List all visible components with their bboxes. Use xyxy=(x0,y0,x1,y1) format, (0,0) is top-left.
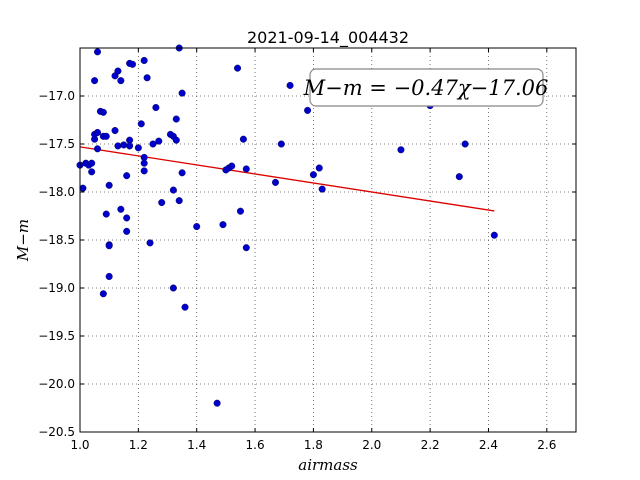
data-point xyxy=(172,115,180,123)
data-point xyxy=(455,173,463,181)
x-axis-label: airmass xyxy=(298,456,358,474)
data-point xyxy=(172,136,180,144)
data-point xyxy=(152,104,160,112)
data-point xyxy=(234,64,242,72)
data-point xyxy=(304,106,312,114)
data-point xyxy=(91,77,99,85)
data-point xyxy=(88,159,96,167)
data-point xyxy=(228,162,236,170)
data-point xyxy=(271,178,279,186)
data-point xyxy=(117,205,125,213)
data-point xyxy=(105,242,113,250)
data-point xyxy=(178,89,186,97)
data-point xyxy=(88,168,96,176)
data-point xyxy=(219,221,227,229)
data-point xyxy=(181,303,189,311)
annotation-frame xyxy=(309,68,544,107)
data-point xyxy=(143,74,151,82)
data-point xyxy=(236,207,244,215)
data-point xyxy=(397,146,405,154)
data-point xyxy=(309,171,317,179)
data-point xyxy=(99,108,107,116)
data-point xyxy=(169,186,177,194)
data-point xyxy=(79,184,87,192)
data-point xyxy=(175,197,183,205)
data-point xyxy=(94,145,102,153)
y-tick-label: −18.5 xyxy=(38,233,75,247)
data-point xyxy=(129,60,137,68)
y-tick-label: −18.0 xyxy=(38,185,75,199)
data-point xyxy=(140,56,148,64)
grid-lines xyxy=(80,48,576,432)
data-point xyxy=(318,185,326,193)
x-tick-label: 1.8 xyxy=(304,438,323,452)
data-point xyxy=(239,135,247,143)
x-tick-label: 2.2 xyxy=(421,438,440,452)
chart-title: 2021-09-14_004432 xyxy=(247,28,409,48)
data-point xyxy=(461,140,469,148)
y-tick-label: −20.5 xyxy=(38,425,75,439)
data-point xyxy=(120,141,128,149)
data-point xyxy=(149,140,157,148)
data-point xyxy=(94,48,102,56)
data-point xyxy=(111,127,119,135)
data-point xyxy=(99,290,107,298)
data-point xyxy=(315,164,323,172)
data-point xyxy=(286,81,294,89)
y-tick-label: −17.0 xyxy=(38,89,75,103)
data-point xyxy=(126,142,134,150)
data-point xyxy=(94,128,102,136)
x-tick-label: 1.4 xyxy=(187,438,206,452)
x-tick-label: 1.0 xyxy=(70,438,89,452)
data-point xyxy=(277,140,285,148)
data-point xyxy=(114,142,122,150)
data-point xyxy=(169,284,177,292)
data-point xyxy=(123,227,131,235)
x-tick-label: 2.6 xyxy=(537,438,556,452)
data-point xyxy=(178,169,186,177)
data-point xyxy=(102,132,110,140)
fit-equation-label: M−m = −0.47χ−17.06 xyxy=(303,76,549,100)
data-point xyxy=(155,137,163,145)
data-point xyxy=(146,239,154,247)
x-tick-label: 1.2 xyxy=(129,438,148,452)
data-point xyxy=(117,77,125,85)
data-point xyxy=(242,165,250,173)
y-axis-label: M−m xyxy=(14,219,32,262)
y-tick-label: −20.0 xyxy=(38,377,75,391)
x-tick-label: 2.4 xyxy=(479,438,498,452)
y-tick-label: −19.5 xyxy=(38,329,75,343)
data-points xyxy=(76,44,498,407)
data-point xyxy=(140,159,148,167)
data-point xyxy=(490,231,498,239)
data-point xyxy=(114,67,122,75)
data-point xyxy=(140,167,148,175)
data-point xyxy=(134,144,142,152)
data-point xyxy=(123,214,131,222)
data-point xyxy=(105,272,113,280)
data-point xyxy=(105,181,113,189)
x-tick-label: 2.0 xyxy=(362,438,381,452)
annotation-box: M−m = −0.47χ−17.06 xyxy=(303,68,549,107)
y-tick-label: −17.5 xyxy=(38,137,75,151)
data-point xyxy=(242,244,250,252)
axis-ticks: 1.0 1.2 1.4 1.6 1.8 2.0 2.2 2.4 2.6 −17.0 −17.5 −18… xyxy=(38,48,576,452)
data-point xyxy=(102,210,110,218)
fit-line xyxy=(79,146,495,212)
x-tick-label: 1.6 xyxy=(246,438,265,452)
data-point xyxy=(158,199,166,207)
data-point xyxy=(213,399,221,407)
fit-line-group xyxy=(79,146,495,212)
data-point xyxy=(123,172,131,180)
y-tick-label: −19.0 xyxy=(38,281,75,295)
data-point xyxy=(193,223,201,231)
data-point xyxy=(137,120,145,128)
